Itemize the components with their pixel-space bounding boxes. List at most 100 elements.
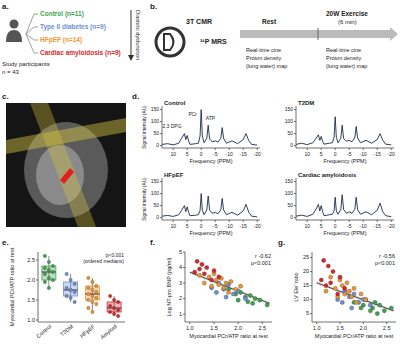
point [69, 288, 72, 291]
point [378, 303, 382, 307]
y-axis [38, 252, 39, 322]
x-tick-label: 5 [186, 223, 189, 229]
annotation: p<0.001 [251, 260, 271, 266]
y-axis [162, 178, 163, 220]
point [338, 275, 342, 279]
point [350, 295, 354, 299]
x-tick [391, 148, 392, 150]
point [43, 272, 46, 275]
point [73, 282, 76, 285]
plot-area [296, 195, 391, 217]
mri-slab [6, 118, 126, 154]
point [382, 309, 386, 313]
x-axis [185, 322, 272, 323]
point [87, 298, 90, 301]
point [51, 264, 54, 267]
y-tick-label: 1.0 [27, 317, 35, 323]
x-tick [243, 148, 244, 150]
x-tick-label: HFpEF [79, 323, 97, 339]
point [91, 294, 94, 297]
x-tick [391, 220, 392, 222]
y-tick [160, 217, 162, 218]
x-tick [363, 220, 364, 222]
y-tick-label: 5 [306, 310, 309, 316]
x-tick-label: 1.0 [186, 325, 194, 331]
plot-area [317, 258, 394, 315]
y-tick [183, 314, 185, 315]
x-tick [214, 322, 215, 324]
point [217, 275, 221, 279]
person-icon [10, 20, 19, 29]
y-tick [294, 121, 296, 122]
y-tick-label: 10 [303, 296, 309, 302]
study-title: Study participants [2, 61, 50, 67]
x-tick [321, 148, 322, 150]
point [209, 284, 213, 288]
y-tick [294, 205, 296, 206]
group-label: HFpEF (n=14) [40, 36, 82, 44]
point [343, 292, 347, 296]
point [229, 279, 233, 283]
fit-band [190, 272, 270, 303]
y-tick-label: 2.0 [27, 277, 35, 283]
point [209, 278, 213, 282]
point [345, 281, 349, 285]
point [224, 295, 228, 299]
x-tick-label: 0 [334, 223, 337, 229]
point [217, 283, 221, 287]
annotation: (ordered medians) [83, 258, 124, 264]
annotation: p<0.001 [375, 260, 395, 266]
point [319, 278, 323, 282]
point [116, 308, 119, 311]
y-tick-label: 100 [285, 118, 294, 124]
x-axis [162, 148, 260, 149]
x-tick [307, 220, 308, 222]
mri-image [6, 103, 126, 227]
plot-area [190, 259, 270, 307]
panel-label: g. [278, 238, 285, 247]
point [352, 286, 356, 290]
y-axis [296, 106, 297, 148]
point [91, 288, 94, 291]
y-tick [183, 252, 185, 253]
point [324, 284, 328, 288]
y-tick [310, 271, 312, 272]
x-tick-label: 2.0 [234, 325, 242, 331]
x-tick-label: -15 [240, 223, 247, 229]
point [112, 306, 115, 309]
point [200, 262, 204, 266]
timeline-divider [318, 28, 319, 40]
person-icon [6, 30, 22, 42]
point [73, 300, 76, 303]
point [253, 297, 257, 301]
point [197, 273, 201, 277]
point [340, 300, 344, 304]
annotation: 2,3 DPG [162, 123, 181, 129]
point [333, 286, 337, 290]
arrow-head [128, 55, 134, 61]
x-tick [363, 322, 364, 324]
y-tick [36, 320, 38, 321]
y-axis [185, 252, 186, 322]
y-axis-label: Myocardial PCr/ATP ratio at rest [9, 247, 15, 326]
x-tick [173, 220, 174, 222]
point [95, 302, 98, 305]
x-tick [335, 220, 336, 222]
panel-label: a. [2, 2, 9, 11]
point [343, 286, 347, 290]
step: Real-time cine [246, 47, 281, 53]
point [347, 289, 351, 293]
point [87, 306, 90, 309]
point [47, 276, 50, 279]
y-tick [310, 257, 312, 258]
point [389, 306, 393, 310]
x-tick-label: -10 [226, 223, 233, 229]
fit-line [190, 272, 270, 303]
point [193, 270, 197, 274]
y-tick [310, 313, 312, 314]
y-tick-label: 25 [303, 254, 309, 260]
y-tick-label: 150 [285, 178, 294, 184]
y-tick [294, 133, 296, 134]
y-tick [183, 298, 185, 299]
y-tick [160, 145, 162, 146]
